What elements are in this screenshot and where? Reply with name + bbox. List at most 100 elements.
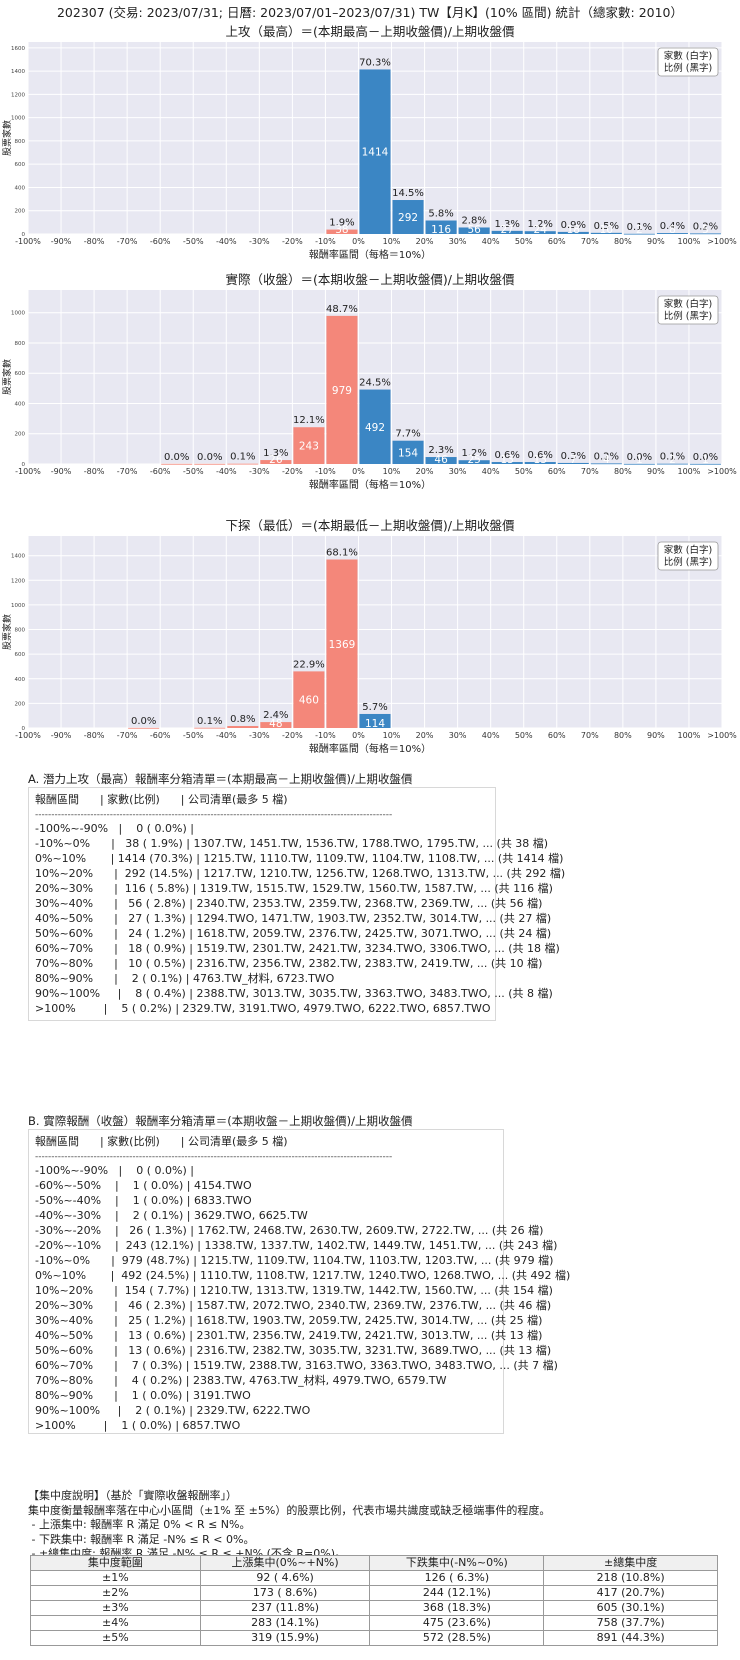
percent-label: 0.0% (197, 452, 222, 463)
percent-label: 70.3% (359, 57, 391, 68)
percent-label: 0.9% (561, 220, 586, 231)
bar (194, 463, 226, 465)
bar (194, 727, 226, 729)
bar (161, 463, 193, 465)
count-label: 1 (702, 454, 709, 466)
x-tick-label: -30% (249, 237, 270, 246)
chart-title: 實際（收盤）＝(本期收盤－上期收盤價)/上期收盤價 (226, 272, 515, 287)
bin-row: -40%~-30% | 2 ( 0.1%) | 3629.TWO, 6625.T… (35, 1209, 308, 1222)
x-tick-label: -30% (249, 731, 270, 740)
concentration-cell: 92 ( 4.6%) (199, 1570, 371, 1586)
chart-title: 上攻（最高）＝(本期最高－上期收盤價)/上期收盤價 (226, 24, 515, 39)
x-tick-label: 20% (416, 237, 434, 246)
count-label: 46 (434, 454, 448, 466)
bin-row: 20%~30% | 116 ( 5.8%) | 1319.TW, 1515.TW… (35, 882, 553, 895)
count-label: 1 (636, 454, 643, 466)
y-axis-title: 股票家數 (1, 359, 13, 395)
count-label: 460 (299, 695, 319, 707)
concentration-header-row: 集中度範圍 上漲集中(0%~+N%) 下跌集中(-N%~0%) ±總集中度 (30, 1555, 718, 1571)
concentration-body: ±1% 92 ( 4.6%) 126 ( 6.3%) 218 (10.8%) ±2% 17… (30, 1570, 718, 1646)
x-axis-title: 報酬率區間（每格＝10%） (309, 742, 431, 755)
bar (359, 713, 391, 728)
x-tick-label: -60% (150, 467, 171, 476)
y-tick-label: 600 (15, 162, 26, 168)
count-label: 2 (669, 454, 676, 466)
bar (590, 232, 622, 234)
bar (524, 462, 556, 464)
x-tick-label: 100% (678, 731, 701, 740)
count-label: 114 (365, 718, 385, 730)
x-tick-label: -40% (216, 237, 237, 246)
x-tick-label: -90% (51, 237, 72, 246)
count-label: 492 (365, 422, 385, 434)
bin-row: -10%~0% | 979 (48.7%) | 1215.TW, 1109.TW… (35, 1254, 554, 1267)
bar (227, 463, 259, 465)
count-label: 4 (603, 454, 610, 466)
percent-label: 48.7% (326, 304, 358, 315)
concentration-cell: 218 (10.8%) (543, 1570, 718, 1586)
x-tick-label: 90% (647, 467, 665, 476)
concentration-row: ±3% 237 (11.8%) 368 (18.3%) 605 (30.1%) (30, 1600, 718, 1616)
x-tick-label: 60% (548, 731, 566, 740)
x-tick-label: -80% (84, 237, 105, 246)
bin-row: 10%~20% | 292 (14.5%) | 1217.TW, 1210.TW… (35, 867, 566, 880)
section-b-divider: ----------------------------------------… (35, 1152, 393, 1162)
y-tick-label: 600 (15, 652, 26, 658)
x-tick-label: 10% (383, 467, 401, 476)
bar (260, 460, 292, 464)
x-tick-label: >100% (707, 237, 737, 246)
legend-box (657, 295, 719, 325)
concentration-cell: ±3% (30, 1600, 201, 1616)
x-axis-title: 報酬率區間（每格＝10%） (309, 248, 431, 261)
concentration-row: ±5% 319 (15.9%) 572 (28.5%) 891 (44.3%) (30, 1630, 718, 1646)
y-tick-label: 0 (22, 232, 26, 238)
bin-row: 0%~10% | 1414 (70.3%) | 1215.TW, 1110.TW… (35, 852, 564, 865)
notes-line: 集中度衡量報酬率落在中心小區間（±1% 至 ±5%）的股票比例，代表市場共識度或… (28, 1503, 551, 1517)
percent-label: 0.0% (164, 452, 189, 463)
y-tick-label: 1200 (11, 578, 25, 584)
bin-row: -100%~-90% | 0 ( 0.0%) | (35, 822, 194, 835)
percent-label: 0.4% (660, 221, 685, 232)
bar (425, 457, 457, 464)
percent-label: 1.2% (528, 219, 553, 230)
x-tick-label: 50% (515, 237, 533, 246)
legend-box (657, 47, 719, 77)
concentration-header-cell: 上漲集中(0%~+N%) (199, 1555, 371, 1571)
bin-row: 30%~40% | 56 ( 2.8%) | 2340.TW, 2353.TW,… (35, 897, 543, 910)
percent-label: 0.2% (594, 451, 619, 462)
bar (128, 727, 160, 729)
bin-row: 60%~70% | 7 ( 0.3%) | 1519.TW, 2388.TW, … (35, 1359, 558, 1372)
x-tick-label: 90% (647, 237, 665, 246)
x-tick-label: 80% (614, 467, 632, 476)
percent-label: 0.6% (528, 450, 553, 461)
concentration-header-cell: 下跌集中(-N%~0%) (369, 1555, 545, 1571)
x-tick-label: -70% (117, 237, 138, 246)
percent-label: 0.1% (627, 222, 652, 233)
legend-count-label: 家數 (白字) (664, 50, 712, 62)
bin-row: >100% | 5 ( 0.2%) | 2329.TW, 3191.TWO, 4… (35, 1002, 491, 1015)
x-tick-label: 30% (449, 731, 467, 740)
x-tick-label: 0% (352, 731, 365, 740)
x-tick-label: -50% (183, 237, 204, 246)
x-tick-label: 10% (383, 237, 401, 246)
concentration-table: 集中度範圍 上漲集中(0%~+N%) 下跌集中(-N%~0%) ±總集中度 ±1… (30, 1555, 718, 1646)
x-tick-label: 70% (581, 467, 599, 476)
section-a-rows: -100%~-90% | 0 ( 0.0%) | -10%~0% | 38 ( 1… (35, 821, 566, 1016)
legend-percent-label: 比例 (黑字) (664, 556, 712, 568)
page-title: 202307 (交易: 2023/07/31; 日曆: 2023/07/01–2… (56, 5, 684, 20)
chart-downside: 下探（最低）＝(本期最低－上期收盤價)/上期收盤價 0 200 400 600 800 10… (0, 516, 740, 764)
x-tick-label: -60% (150, 237, 171, 246)
section-b-box: 報酬區間 | 家數(比例) | 公司清單(最多 5 檔) -----------… (28, 1129, 570, 1434)
concentration-cell: 126 ( 6.3%) (369, 1570, 545, 1586)
y-tick-label: 800 (15, 341, 26, 347)
x-tick-label: 90% (647, 731, 665, 740)
count-label: 27 (501, 224, 514, 236)
y-tick-label: 1400 (11, 554, 25, 560)
chart-title: 下探（最低）＝(本期最低－上期收盤價)/上期收盤價 (226, 518, 515, 533)
notes-line: - 上漲集中: 報酬率 R 滿足 0% < R ≤ N%。 (28, 1518, 251, 1531)
y-tick-label: 200 (15, 701, 26, 707)
bin-row: 10%~20% | 154 ( 7.7%) | 1210.TW, 1313.TW… (35, 1284, 553, 1297)
y-axis-title: 股票家數 (1, 120, 13, 156)
count-label: 5 (702, 224, 709, 236)
percent-label: 1.2% (461, 448, 486, 459)
